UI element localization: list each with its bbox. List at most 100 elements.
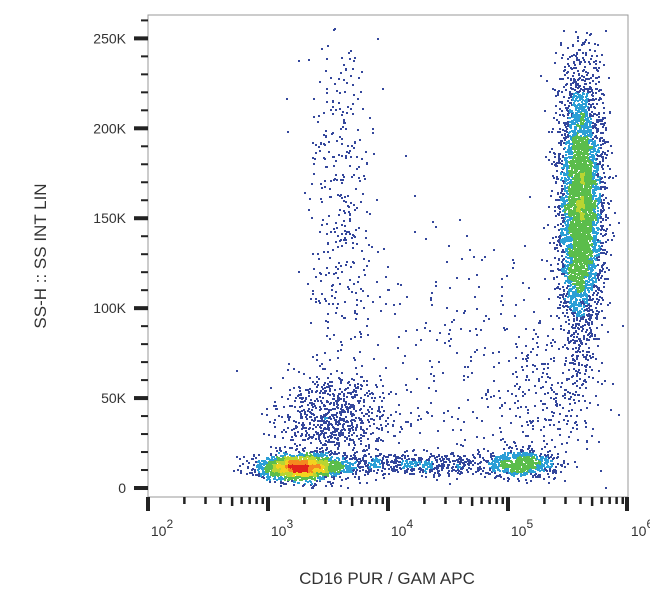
data-point — [349, 165, 351, 167]
data-point — [328, 303, 330, 305]
data-point — [291, 447, 293, 449]
data-point — [566, 157, 568, 159]
data-point — [502, 455, 504, 457]
data-point — [331, 289, 333, 291]
data-point — [340, 432, 342, 434]
data-point — [260, 475, 262, 477]
data-point — [340, 128, 342, 130]
data-point — [560, 471, 562, 473]
data-point — [406, 466, 408, 468]
data-point — [312, 253, 314, 255]
data-point — [359, 400, 361, 402]
data-point — [366, 384, 368, 386]
data-point — [358, 227, 360, 229]
data-point — [432, 463, 434, 465]
data-point — [362, 469, 364, 471]
data-point — [273, 405, 275, 407]
data-point — [299, 456, 301, 458]
data-point — [330, 409, 332, 411]
data-point — [327, 383, 329, 385]
data-point — [287, 131, 289, 133]
data-point — [555, 472, 557, 474]
data-point — [556, 176, 558, 178]
data-point — [261, 413, 263, 415]
data-point — [379, 396, 381, 398]
data-point — [483, 448, 485, 450]
data-point — [513, 466, 515, 468]
data-point — [406, 450, 408, 452]
data-point — [297, 468, 299, 470]
data-point — [458, 470, 460, 472]
data-point — [369, 406, 371, 408]
data-point — [506, 465, 508, 467]
data-point — [262, 476, 264, 478]
data-point — [293, 484, 295, 486]
data-point — [315, 301, 317, 303]
data-point — [344, 212, 346, 214]
data-point — [337, 235, 339, 237]
data-point — [306, 456, 308, 458]
data-point — [468, 459, 470, 461]
data-point — [320, 469, 322, 471]
data-point — [332, 431, 334, 433]
data-point — [336, 227, 338, 229]
data-point — [346, 408, 348, 410]
data-point — [332, 303, 334, 305]
data-point — [392, 424, 394, 426]
data-point — [348, 435, 350, 437]
data-point — [517, 457, 519, 459]
data-point — [320, 408, 322, 410]
data-point — [393, 466, 395, 468]
data-point — [500, 464, 502, 466]
data-point — [251, 458, 253, 460]
data-point — [313, 452, 315, 454]
data-point — [321, 418, 323, 420]
data-point — [321, 402, 323, 404]
data-point — [272, 459, 274, 461]
data-point — [312, 456, 314, 458]
data-point — [381, 427, 383, 429]
data-point — [312, 157, 314, 159]
data-point — [284, 446, 286, 448]
data-point — [366, 265, 368, 267]
data-point — [601, 324, 603, 326]
data-point — [537, 466, 539, 468]
data-point — [381, 406, 383, 408]
data-point — [541, 456, 543, 458]
data-point — [506, 472, 508, 474]
data-point — [353, 174, 355, 176]
data-point — [589, 402, 591, 404]
data-point — [352, 473, 354, 475]
data-point — [372, 301, 374, 303]
data-point — [274, 436, 276, 438]
data-point — [383, 248, 385, 250]
data-point — [300, 413, 302, 415]
data-point — [404, 457, 406, 459]
data-point — [329, 466, 331, 468]
data-point — [443, 465, 445, 467]
data-point — [301, 475, 303, 477]
data-point — [317, 253, 319, 255]
data-point — [309, 455, 311, 457]
data-point — [310, 298, 312, 300]
data-point — [350, 266, 352, 268]
data-point — [322, 444, 324, 446]
data-point — [338, 473, 340, 475]
data-point — [375, 440, 377, 442]
data-point — [358, 166, 360, 168]
data-point — [342, 126, 344, 128]
data-point — [334, 431, 336, 433]
data-point — [526, 482, 528, 484]
data-point — [296, 470, 298, 472]
data-point — [294, 400, 296, 402]
data-point — [289, 416, 291, 418]
data-point — [365, 445, 367, 447]
data-point — [315, 438, 317, 440]
data-point — [320, 420, 322, 422]
data-point — [460, 461, 462, 463]
data-point — [304, 460, 306, 462]
data-point — [379, 418, 381, 420]
data-point — [546, 461, 548, 463]
data-point — [376, 472, 378, 474]
